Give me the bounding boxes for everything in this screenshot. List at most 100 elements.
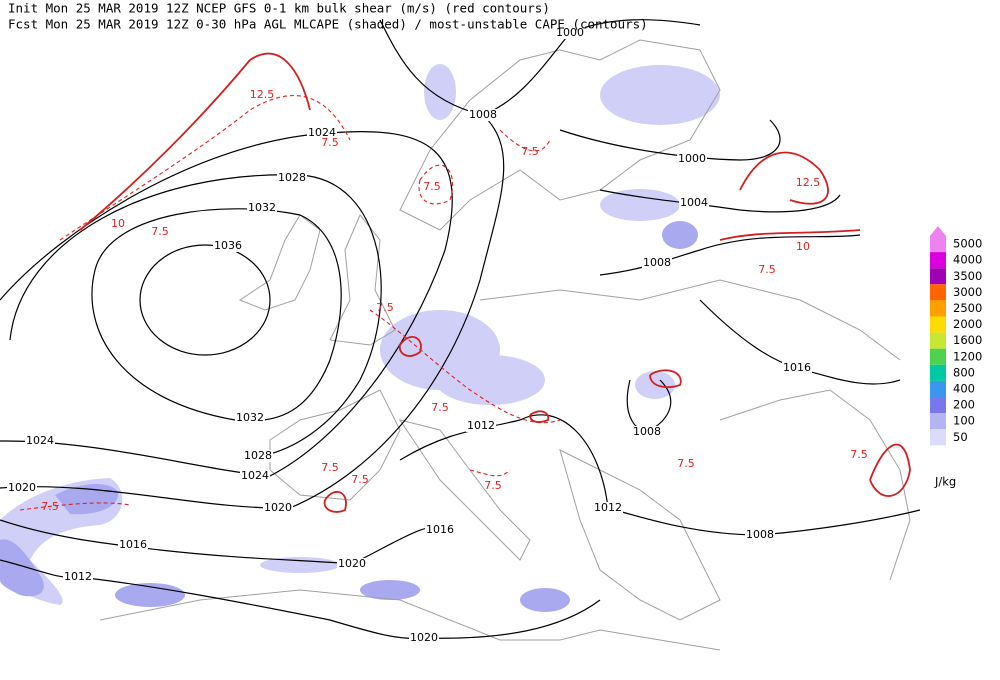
shear-contour (369, 309, 561, 424)
isobar-label: 1008 (643, 256, 671, 269)
legend-swatch (930, 236, 946, 253)
isobar-label: 1016 (783, 361, 811, 374)
shear-label: 7.5 (351, 473, 369, 486)
legend-swatch (930, 284, 946, 301)
cape-area (260, 557, 340, 573)
isobar-label: 1032 (248, 201, 276, 214)
label-bg (25, 435, 55, 447)
isobar-label: 1020 (264, 501, 292, 514)
legend-swatch (930, 268, 946, 285)
label-bg (425, 524, 455, 536)
label-bg (263, 502, 293, 514)
legend-label: 4000 (953, 253, 982, 267)
label-bg (337, 558, 367, 570)
label-bg (782, 362, 812, 374)
legend-arrow (930, 226, 946, 236)
labels: 1000 1008 1024 1028 1032 1036 1000 1004 1008 1016… (7, 26, 868, 644)
label-bg (409, 632, 439, 644)
legend-label: 3500 (953, 269, 982, 283)
isobar-label: 1008 (469, 108, 497, 121)
legend-label: 400 (953, 381, 975, 395)
cape-area (424, 64, 456, 120)
label-bg (466, 420, 496, 432)
isobar (139, 244, 271, 356)
legend-swatch (930, 429, 946, 446)
shear-contour (499, 129, 551, 152)
shear-contour (418, 164, 454, 205)
shear-label: 7.5 (321, 136, 339, 149)
label-bg (63, 571, 93, 583)
legend: 5000 4000 3500 3000 2500 2000 1600 1200 800 400 20… (930, 226, 982, 489)
label-bg (277, 172, 307, 184)
label-bg (468, 109, 498, 121)
cape-area (600, 189, 680, 221)
isobar-label: 1000 (556, 26, 584, 39)
label-bg (632, 426, 662, 438)
isobar-label: 1032 (236, 411, 264, 424)
legend-swatch (930, 332, 946, 349)
isobar-label: 1008 (746, 528, 774, 541)
shear-contour (719, 229, 861, 241)
isobar-label: 1020 (410, 631, 438, 644)
label-bg (555, 27, 585, 39)
cape-area (360, 580, 420, 600)
isobar (379, 19, 701, 116)
cape-area (600, 65, 720, 125)
coastline (329, 214, 396, 346)
legend-label: 1600 (953, 333, 982, 347)
coastline (269, 389, 401, 501)
isobar (0, 131, 453, 477)
isobar-label: 1012 (594, 501, 622, 514)
isobar (0, 519, 441, 565)
isobar-label: 1016 (426, 523, 454, 536)
coastline (479, 279, 901, 361)
shear-contour (323, 490, 347, 513)
label-bg (642, 257, 672, 269)
isobar-label: 1004 (680, 196, 708, 209)
cape-shading (0, 64, 720, 612)
shear-contour (869, 443, 911, 497)
cape-area (662, 221, 698, 249)
cape-area (55, 484, 119, 515)
legend-swatch (930, 252, 946, 269)
isobar (0, 114, 505, 509)
label-bg (213, 240, 243, 252)
shear-label: 7.5 (850, 448, 868, 461)
coastlines (99, 39, 911, 651)
shear-label: 7.5 (521, 145, 539, 158)
isobar (599, 234, 861, 276)
header-line: Init Mon 25 MAR 2019 12Z NCEP GFS 0-1 km… (8, 1, 550, 16)
coastline (398, 419, 531, 561)
isobar (559, 119, 781, 161)
shear-label: 10 (111, 217, 125, 230)
coastline (99, 589, 721, 651)
label-bg (235, 412, 265, 424)
shear-contour (19, 502, 131, 511)
isobar-label: 1028 (278, 171, 306, 184)
isobar-label: 1020 (338, 557, 366, 570)
shear-label: 10 (796, 240, 810, 253)
legend-label: 100 (953, 414, 975, 428)
label-bg (118, 539, 148, 551)
label-bg (679, 197, 709, 209)
isobar-label: 1036 (214, 239, 242, 252)
isobar-label: 1012 (64, 570, 92, 583)
shear-contour (529, 410, 550, 423)
label-bg (243, 450, 273, 462)
shear-label: 7.5 (423, 180, 441, 193)
cape-area (0, 539, 44, 597)
legend-swatch (930, 380, 946, 397)
legend-label: 200 (953, 398, 975, 412)
legend-label: 2500 (953, 301, 982, 315)
label-bg (593, 502, 623, 514)
isobar-label: 1000 (678, 152, 706, 165)
legend-unit: J/kg (934, 475, 956, 489)
isobar-label: 1012 (467, 419, 495, 432)
shear-label: 7.5 (677, 457, 695, 470)
shear-contour (739, 151, 829, 205)
shear-label: 7.5 (321, 461, 339, 474)
shear-label: 7.5 (758, 263, 776, 276)
legend-label: 2000 (953, 317, 982, 331)
